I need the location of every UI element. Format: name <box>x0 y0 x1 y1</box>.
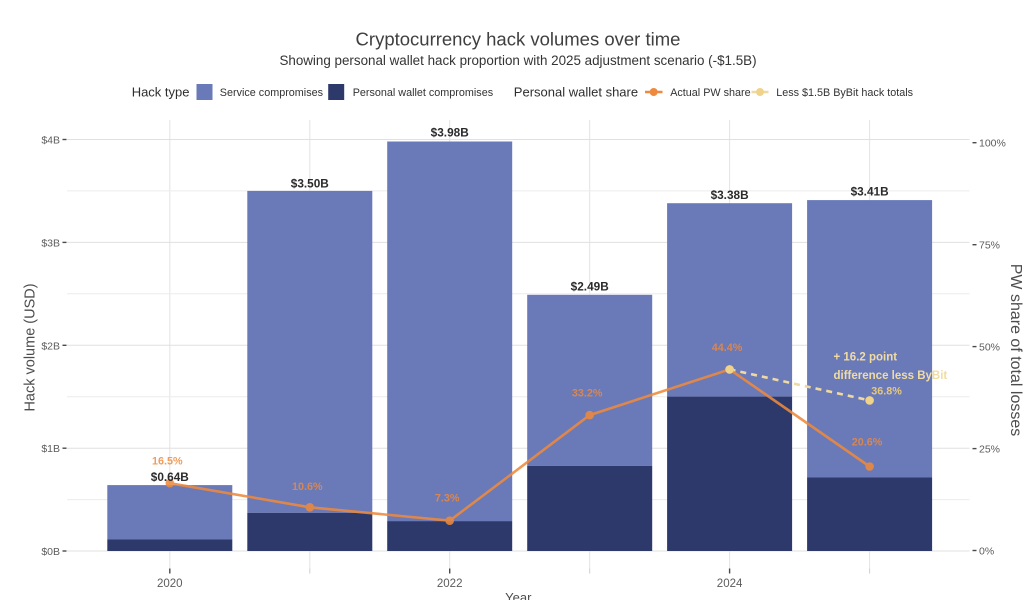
svg-text:Year: Year <box>505 590 532 600</box>
svg-text:$3.98B: $3.98B <box>431 125 469 139</box>
svg-text:33.2%: 33.2% <box>572 387 603 399</box>
svg-text:difference less ByBit: difference less ByBit <box>834 370 948 382</box>
svg-text:$4B: $4B <box>41 135 60 147</box>
svg-text:$0B: $0B <box>41 546 60 558</box>
svg-text:20.6%: 20.6% <box>852 437 883 449</box>
svg-text:2020: 2020 <box>157 578 183 590</box>
svg-text:Less $1.5B ByBit hack totals: Less $1.5B ByBit hack totals <box>776 87 913 99</box>
svg-text:+ 16.2 point: + 16.2 point <box>834 351 898 363</box>
svg-text:$3.41B: $3.41B <box>851 185 889 199</box>
svg-text:50%: 50% <box>979 342 1000 354</box>
svg-text:0%: 0% <box>979 546 994 558</box>
svg-text:7.3%: 7.3% <box>435 493 460 505</box>
svg-text:Hack volume (USD): Hack volume (USD) <box>23 283 39 411</box>
svg-text:36.8%: 36.8% <box>871 386 902 398</box>
svg-text:25%: 25% <box>979 444 1000 456</box>
svg-text:Personal wallet compromises: Personal wallet compromises <box>353 87 494 99</box>
svg-text:75%: 75% <box>979 240 1000 252</box>
svg-text:100%: 100% <box>979 138 1006 150</box>
svg-text:Personal wallet share: Personal wallet share <box>514 85 638 100</box>
svg-text:2024: 2024 <box>717 578 743 590</box>
svg-text:Service compromises: Service compromises <box>220 87 324 99</box>
svg-text:16.5%: 16.5% <box>152 455 183 467</box>
svg-text:$3.38B: $3.38B <box>711 188 749 202</box>
svg-text:Cryptocurrency hack volumes ov: Cryptocurrency hack volumes over time <box>356 29 681 50</box>
svg-text:Showing personal wallet hack p: Showing personal wallet hack proportion … <box>279 53 756 68</box>
svg-text:$1B: $1B <box>41 443 60 455</box>
svg-text:$2.49B: $2.49B <box>571 279 609 293</box>
svg-text:10.6%: 10.6% <box>292 481 323 493</box>
svg-text:$2B: $2B <box>41 340 60 352</box>
svg-text:2022: 2022 <box>437 578 463 590</box>
svg-text:$0.64B: $0.64B <box>151 470 189 484</box>
svg-text:44.4%: 44.4% <box>712 342 743 354</box>
svg-text:Actual PW share: Actual PW share <box>670 87 750 99</box>
svg-text:Hack type: Hack type <box>132 85 190 100</box>
svg-text:PW share of total losses: PW share of total losses <box>1007 264 1024 437</box>
svg-text:$3.50B: $3.50B <box>291 176 329 190</box>
svg-text:$3B: $3B <box>41 237 60 249</box>
